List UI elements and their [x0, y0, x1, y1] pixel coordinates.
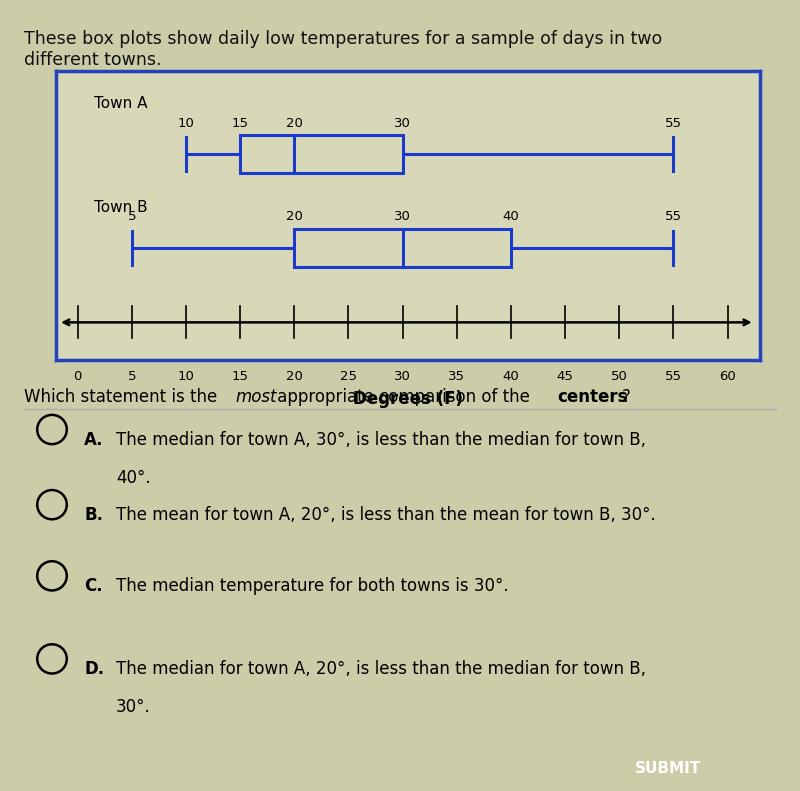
Text: most: most	[235, 388, 277, 406]
Text: 55: 55	[665, 210, 682, 224]
Text: A.: A.	[84, 431, 103, 449]
Text: Town B: Town B	[94, 200, 147, 215]
Text: The median for town A, 20°, is less than the median for town B,: The median for town A, 20°, is less than…	[116, 660, 646, 679]
Text: 20: 20	[286, 116, 302, 130]
Text: 30: 30	[394, 116, 411, 130]
Bar	[240, 135, 402, 173]
Text: Which statement is the: Which statement is the	[24, 388, 222, 406]
Text: 40°.: 40°.	[116, 469, 150, 487]
Text: The median for town A, 30°, is less than the median for town B,: The median for town A, 30°, is less than…	[116, 431, 646, 449]
Text: ?: ?	[622, 388, 631, 406]
Text: appropriate comparison of the: appropriate comparison of the	[272, 388, 535, 406]
Text: These box plots show daily low temperatures for a sample of days in two: These box plots show daily low temperatu…	[24, 30, 662, 48]
Text: C.: C.	[84, 577, 102, 596]
Text: centers: centers	[558, 388, 628, 406]
Text: SUBMIT: SUBMIT	[635, 761, 701, 775]
Text: B.: B.	[84, 506, 103, 524]
Text: Town A: Town A	[94, 96, 147, 111]
Text: The mean for town A, 20°, is less than the mean for town B, 30°.: The mean for town A, 20°, is less than t…	[116, 506, 656, 524]
Text: 30: 30	[394, 210, 411, 224]
X-axis label: Degrees (F): Degrees (F)	[353, 390, 463, 407]
Text: 40: 40	[502, 210, 519, 224]
Text: 5: 5	[127, 210, 136, 224]
Text: The median temperature for both towns is 30°.: The median temperature for both towns is…	[116, 577, 509, 596]
Text: 15: 15	[232, 116, 249, 130]
Text: different towns.: different towns.	[24, 51, 162, 70]
Text: 30°.: 30°.	[116, 698, 150, 717]
Text: 10: 10	[178, 116, 194, 130]
Bar	[294, 229, 511, 267]
Text: D.: D.	[84, 660, 104, 679]
Text: 20: 20	[286, 210, 302, 224]
Text: 55: 55	[665, 116, 682, 130]
